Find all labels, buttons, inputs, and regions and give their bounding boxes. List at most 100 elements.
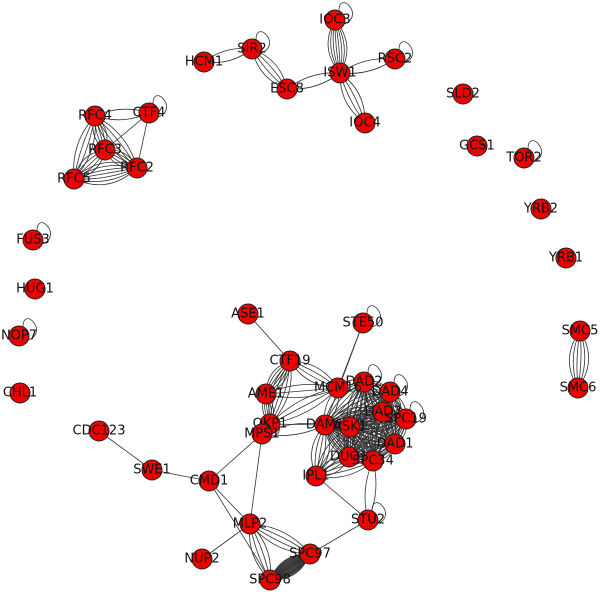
node-mcm16[interactable]: MCM16 (314, 377, 362, 399)
node-circle (276, 78, 298, 100)
node-circle (299, 543, 321, 565)
node-swe1[interactable]: SWE1 (133, 459, 171, 481)
node-label: ESC8 (270, 82, 304, 97)
node-spc98[interactable]: SPC98 (249, 569, 291, 591)
node-circle (353, 371, 375, 393)
node-spc97[interactable]: SPC97 (289, 543, 331, 565)
self-loop-edge (152, 95, 167, 118)
node-smc6[interactable]: SMC6 (560, 377, 597, 399)
node-circle (567, 377, 589, 399)
node-dad4[interactable]: DAD4 (372, 381, 409, 403)
node-ase1[interactable]: ASE1 (231, 303, 265, 325)
self-loop-edge (36, 222, 51, 245)
node-label: SLD2 (446, 87, 480, 102)
node-nup2[interactable]: NUP2 (184, 548, 220, 570)
node-rsc2[interactable]: RSC2 (378, 48, 413, 70)
node-label: RFC4 (78, 109, 112, 124)
node-cmd1[interactable]: CMD1 (190, 470, 229, 492)
node-sir2[interactable]: SIR2 (237, 38, 267, 60)
node-dad1[interactable]: DAD1 (377, 433, 414, 455)
node-yrb1[interactable]: YRB1 (548, 247, 583, 269)
node-esc8[interactable]: ESC8 (270, 78, 304, 100)
node-circle (354, 112, 376, 134)
node-ipl1[interactable]: IPL1 (302, 465, 330, 487)
node-circle (324, 9, 346, 31)
node-circle (193, 51, 215, 73)
node-circle (362, 450, 384, 472)
node-label: DAM1 (306, 418, 344, 433)
node-label: CTF19 (269, 354, 310, 369)
node-circle (259, 569, 281, 591)
node-yrb2[interactable]: YRB2 (523, 198, 558, 220)
node-label: HUG1 (16, 282, 54, 297)
node-dad2[interactable]: DAD2 (346, 371, 383, 393)
node-label: NOP7 (1, 329, 37, 344)
node-hug1[interactable]: HUG1 (16, 278, 54, 300)
node-nop7[interactable]: NOP7 (1, 325, 37, 347)
node-circle (279, 350, 301, 372)
node-label: GCS1 (459, 139, 495, 154)
node-hcm1[interactable]: HCM1 (185, 51, 223, 73)
node-circle (126, 157, 148, 179)
node-spc19[interactable]: SPC19 (385, 408, 427, 430)
node-duo1[interactable]: DUO1 (330, 446, 368, 468)
self-loop-edge (22, 318, 37, 341)
node-mlp2[interactable]: MLP2 (233, 513, 268, 535)
node-circle (305, 465, 327, 487)
node-gcs1[interactable]: GCS1 (459, 135, 495, 157)
node-label: MPS1 (244, 427, 280, 442)
node-label: YRB1 (548, 251, 583, 266)
node-circle (555, 247, 577, 269)
node-ste50[interactable]: STE50 (343, 312, 384, 334)
node-circle (141, 459, 163, 481)
node-dam1[interactable]: DAM1 (306, 414, 344, 436)
node-ctf19[interactable]: CTF19 (269, 350, 311, 372)
node-ask1[interactable]: ASK1 (333, 416, 367, 438)
node-label: ISW1 (323, 66, 356, 81)
node-ctf4[interactable]: CTF4 (133, 102, 166, 124)
node-circle (372, 401, 394, 423)
node-label: SPC98 (249, 573, 291, 588)
node-label: HCM1 (185, 55, 223, 70)
node-rfc2[interactable]: RFC2 (120, 157, 154, 179)
node-label: RFC5 (57, 172, 91, 187)
node-ioc4[interactable]: IOC4 (349, 112, 381, 134)
node-circle (452, 83, 474, 105)
node-sld2[interactable]: SLD2 (446, 83, 480, 105)
node-circle (314, 414, 336, 436)
node-rfc3[interactable]: RFC3 (88, 139, 122, 161)
node-circle (198, 470, 220, 492)
node-circle (8, 325, 30, 347)
node-circle (357, 509, 379, 531)
node-circle (327, 377, 349, 399)
node-label: ASE1 (231, 307, 265, 322)
node-circle (84, 105, 106, 127)
node-circle (384, 48, 406, 70)
node-rfc4[interactable]: RFC4 (78, 105, 112, 127)
node-dad3[interactable]: DAD3 (365, 401, 402, 423)
node-label: ASK1 (333, 420, 367, 435)
node-ioc3[interactable]: IOC3 (319, 9, 351, 31)
node-fus3[interactable]: FUS3 (16, 229, 50, 251)
node-label: SIR2 (237, 42, 266, 57)
node-stu2[interactable]: STU2 (351, 509, 385, 531)
node-label: RFC2 (120, 161, 154, 176)
node-circle (384, 433, 406, 455)
node-cdc123[interactable]: CDC123 (73, 420, 126, 442)
node-ame1[interactable]: AME1 (248, 383, 285, 405)
node-rfc5[interactable]: RFC5 (57, 168, 91, 190)
node-tor2[interactable]: TOR2 (505, 147, 542, 169)
node-isw1[interactable]: ISW1 (323, 62, 357, 84)
node-smc5[interactable]: SMC5 (562, 320, 599, 342)
node-mps1[interactable]: MPS1 (244, 423, 280, 445)
node-label: STE50 (343, 316, 384, 331)
node-circle (379, 381, 401, 403)
node-circle (251, 423, 273, 445)
node-circle (94, 139, 116, 161)
node-chl1[interactable]: CHL1 (3, 382, 37, 404)
node-spc34[interactable]: SPC34 (352, 450, 394, 472)
node-circle (24, 278, 46, 300)
node-label: TOR2 (505, 151, 541, 166)
self-loop-edge (527, 140, 542, 163)
